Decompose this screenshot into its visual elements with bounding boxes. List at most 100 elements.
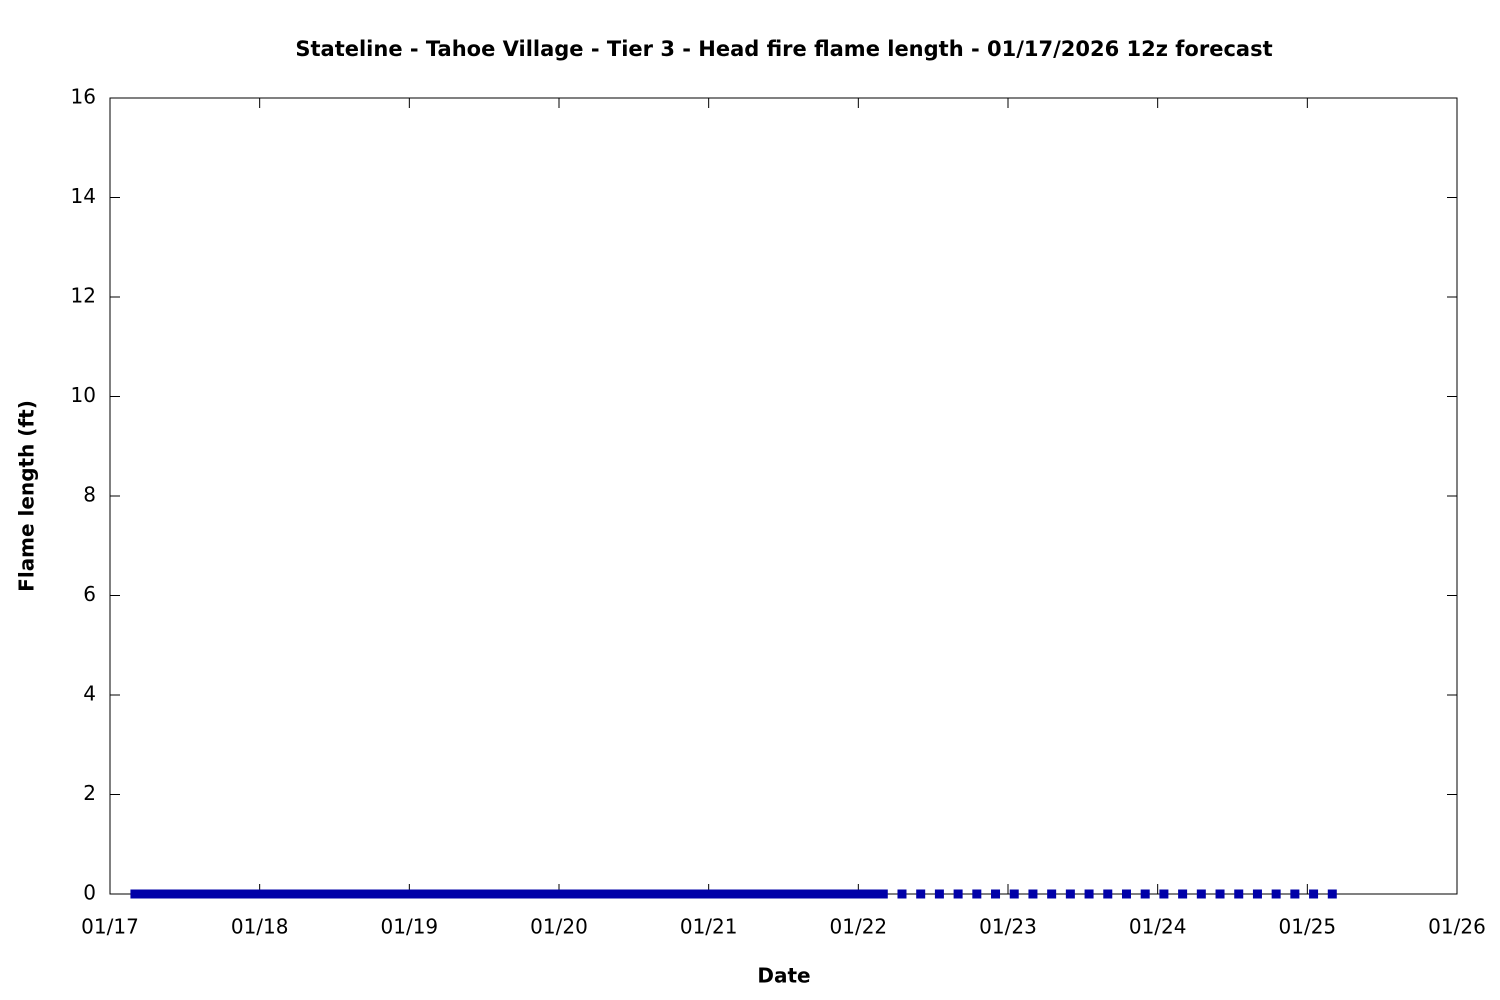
x-tick-label: 01/20	[530, 915, 588, 939]
point	[423, 889, 433, 899]
point	[648, 889, 658, 899]
point	[542, 889, 552, 899]
point	[853, 889, 863, 899]
point	[710, 889, 720, 899]
point	[610, 889, 620, 899]
point	[155, 889, 165, 899]
x-tick-label: 01/25	[1279, 915, 1337, 939]
point	[255, 889, 265, 899]
point	[398, 889, 408, 899]
point	[672, 889, 682, 899]
point	[953, 889, 963, 899]
point	[972, 889, 982, 899]
point	[1065, 889, 1075, 899]
point	[386, 889, 396, 899]
point	[161, 889, 171, 899]
point	[211, 889, 221, 899]
y-tick-label: 0	[83, 881, 96, 905]
point	[330, 889, 339, 899]
point	[785, 889, 795, 899]
point	[411, 889, 421, 899]
point	[199, 889, 209, 899]
point	[1103, 889, 1113, 899]
point	[361, 889, 371, 899]
point	[916, 889, 926, 899]
y-tick-label: 12	[71, 284, 96, 308]
point	[311, 889, 321, 899]
point	[716, 889, 726, 899]
point	[685, 889, 695, 899]
point	[991, 889, 1001, 899]
x-tick-label: 01/17	[81, 915, 139, 939]
point	[404, 889, 414, 899]
point	[791, 889, 801, 899]
point	[473, 889, 483, 899]
point	[348, 889, 358, 899]
point	[847, 889, 857, 899]
point	[454, 889, 464, 899]
point	[510, 889, 520, 899]
point	[1215, 889, 1225, 899]
point	[579, 889, 589, 899]
point	[223, 889, 233, 899]
point	[741, 889, 751, 899]
point	[797, 889, 807, 899]
y-tick-label: 16	[71, 85, 96, 109]
point	[236, 889, 246, 899]
point	[485, 889, 495, 899]
point	[523, 889, 533, 899]
point	[772, 889, 782, 899]
point	[417, 889, 427, 899]
point	[566, 889, 576, 899]
point	[261, 889, 271, 899]
point	[174, 889, 184, 899]
point	[429, 889, 439, 899]
point	[585, 889, 595, 899]
point	[317, 889, 327, 899]
point	[722, 889, 732, 899]
point	[217, 889, 227, 899]
point	[548, 889, 558, 899]
point	[872, 889, 882, 899]
point	[149, 889, 159, 899]
point	[598, 889, 608, 899]
point	[591, 889, 601, 899]
point	[267, 889, 277, 899]
point	[248, 889, 258, 899]
point	[754, 889, 764, 899]
point	[766, 889, 776, 899]
point	[604, 889, 614, 899]
point	[342, 889, 352, 899]
point	[629, 889, 639, 899]
point	[1271, 889, 1281, 899]
point	[286, 889, 296, 899]
x-axis-label: Date	[757, 964, 810, 988]
y-tick-label: 2	[83, 781, 96, 805]
point	[336, 889, 346, 899]
point	[479, 889, 489, 899]
y-tick-label: 10	[71, 383, 96, 407]
point	[142, 889, 152, 899]
point	[641, 889, 651, 899]
point	[292, 889, 302, 899]
point	[498, 889, 508, 899]
point	[280, 889, 290, 899]
point	[535, 889, 545, 899]
point	[1290, 889, 1300, 899]
point	[136, 889, 146, 899]
point	[747, 889, 757, 899]
point	[1140, 889, 1150, 899]
point	[654, 889, 664, 899]
point	[517, 889, 527, 899]
point	[448, 889, 458, 899]
point	[467, 889, 477, 899]
point	[436, 889, 446, 899]
point	[305, 889, 315, 899]
point	[691, 889, 701, 899]
x-tick-label: 01/21	[680, 915, 738, 939]
point	[1159, 889, 1169, 899]
point	[554, 889, 564, 899]
point	[1252, 889, 1262, 899]
point	[192, 889, 202, 899]
